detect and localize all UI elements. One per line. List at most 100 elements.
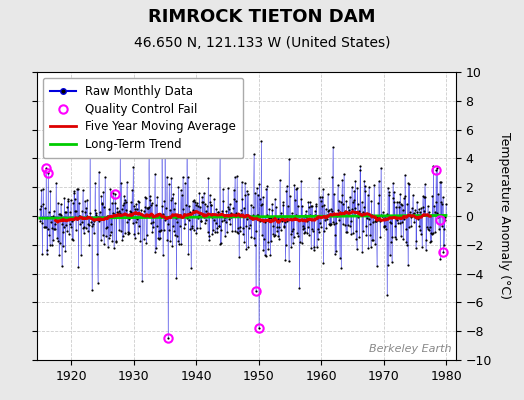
Point <box>93 250 101 257</box>
Point <box>94 168 103 175</box>
Point <box>122 199 130 206</box>
Point <box>329 144 337 150</box>
Point <box>62 222 71 228</box>
Point <box>295 285 303 291</box>
Point <box>179 174 187 180</box>
Point <box>188 223 196 230</box>
Point <box>57 212 66 218</box>
Point <box>205 236 213 243</box>
Point <box>316 224 325 230</box>
Point <box>111 200 119 206</box>
Point <box>201 208 210 214</box>
Point <box>342 229 350 235</box>
Point <box>225 201 234 207</box>
Point <box>420 181 429 188</box>
Point <box>188 225 196 232</box>
Point <box>111 191 119 198</box>
Point <box>190 227 198 233</box>
Point <box>237 178 246 185</box>
Point <box>95 218 103 225</box>
Point <box>411 244 420 251</box>
Point <box>334 207 342 213</box>
Point <box>365 216 374 222</box>
Point <box>252 288 260 294</box>
Point <box>85 154 94 161</box>
Point <box>363 212 372 218</box>
Point <box>228 228 236 234</box>
Point <box>95 209 104 215</box>
Point <box>279 199 288 206</box>
Point <box>184 250 193 257</box>
Point <box>255 181 264 187</box>
Point <box>382 226 390 232</box>
Point <box>101 233 110 240</box>
Point <box>273 228 281 235</box>
Point <box>407 205 416 211</box>
Point <box>132 218 140 225</box>
Point <box>119 200 128 206</box>
Point <box>387 220 395 226</box>
Point <box>171 200 179 206</box>
Point <box>40 205 49 211</box>
Point <box>372 218 380 224</box>
Point <box>283 218 292 224</box>
Point <box>345 207 353 213</box>
Point <box>425 226 433 233</box>
Point <box>375 192 384 198</box>
Point <box>100 241 108 247</box>
Point <box>303 224 312 230</box>
Point <box>351 178 359 184</box>
Text: Berkeley Earth: Berkeley Earth <box>369 344 452 354</box>
Point <box>118 237 126 243</box>
Point <box>195 190 203 196</box>
Point <box>172 215 180 222</box>
Point <box>70 188 79 194</box>
Point <box>167 197 175 203</box>
Point <box>97 200 106 207</box>
Point <box>180 210 188 217</box>
Point <box>423 212 431 218</box>
Point <box>101 174 109 180</box>
Point <box>143 205 151 211</box>
Point <box>84 228 92 234</box>
Point <box>133 206 141 212</box>
Point <box>418 193 427 200</box>
Point <box>381 223 390 229</box>
Point <box>200 214 208 220</box>
Point <box>333 182 342 188</box>
Point <box>341 208 349 215</box>
Point <box>113 209 122 215</box>
Point <box>433 164 441 171</box>
Point <box>179 205 188 212</box>
Point <box>120 193 128 199</box>
Point <box>236 228 244 234</box>
Point <box>248 211 257 218</box>
Point <box>399 206 407 213</box>
Point <box>431 199 440 206</box>
Point <box>43 226 52 232</box>
Text: 46.650 N, 121.133 W (United States): 46.650 N, 121.133 W (United States) <box>134 36 390 50</box>
Point <box>256 195 265 202</box>
Point <box>267 215 275 222</box>
Point <box>399 195 408 202</box>
Point <box>279 202 287 208</box>
Point <box>281 256 290 263</box>
Point <box>191 199 199 205</box>
Point <box>207 202 215 208</box>
Point <box>166 206 174 213</box>
Point <box>336 198 345 205</box>
Point <box>241 179 249 186</box>
Point <box>89 230 97 236</box>
Point <box>177 187 185 194</box>
Point <box>209 226 217 233</box>
Point <box>409 210 418 216</box>
Point <box>384 262 392 269</box>
Point <box>391 234 399 240</box>
Point <box>109 190 117 196</box>
Point <box>237 207 245 214</box>
Point <box>383 211 391 217</box>
Legend: Raw Monthly Data, Quality Control Fail, Five Year Moving Average, Long-Term Tren: Raw Monthly Data, Quality Control Fail, … <box>42 78 243 158</box>
Point <box>105 232 114 238</box>
Point <box>388 259 396 265</box>
Point <box>213 229 221 236</box>
